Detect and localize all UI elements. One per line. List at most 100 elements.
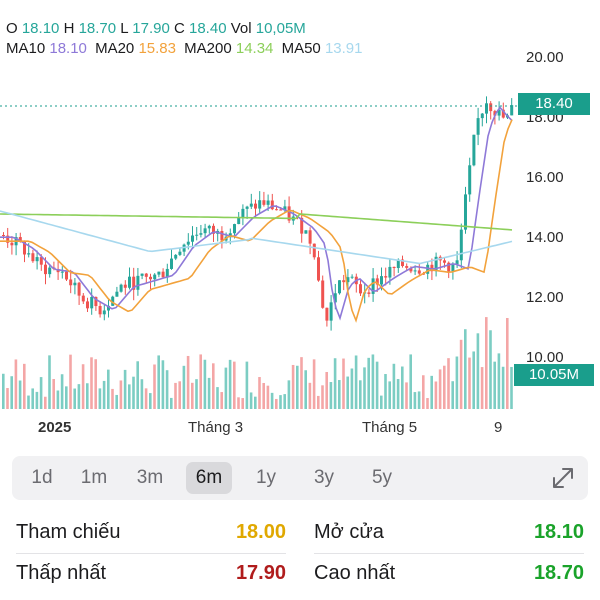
volume-bar (81, 364, 85, 409)
candle-body (359, 284, 362, 294)
candle-body (157, 271, 161, 275)
volume-bar (283, 394, 286, 409)
volume-bar (451, 381, 454, 409)
candle-body (69, 279, 73, 286)
volume-bar (191, 382, 194, 409)
volume-bar (10, 376, 13, 409)
candle-body (384, 276, 388, 278)
candle-body (409, 267, 413, 272)
volume-bar (86, 383, 89, 409)
ma20-value: 15.83 (138, 40, 176, 57)
candle-body (510, 105, 514, 116)
volume-bar (300, 357, 303, 409)
volume-bar (237, 397, 240, 409)
volume-bar (149, 393, 152, 409)
candle-body (476, 118, 480, 135)
y-tick-label: 10.00 (526, 349, 564, 366)
volume-bar (363, 367, 366, 409)
candle-body (443, 260, 446, 263)
candle-body (283, 206, 287, 211)
candle-body (489, 103, 493, 112)
stat-value: 18.00 (235, 521, 286, 543)
range-tab-1d[interactable]: 1d (31, 467, 53, 488)
range-tab-3y[interactable]: 3y (313, 467, 335, 488)
candle-body (178, 251, 182, 255)
candle-body (35, 257, 39, 262)
volume-bar (178, 381, 181, 409)
divider (16, 553, 286, 554)
candle-body (430, 264, 434, 272)
volume-bar (296, 365, 299, 409)
volume-bar (392, 363, 396, 409)
volume-bar (18, 380, 22, 409)
candle-body (417, 270, 421, 274)
ma10-line (0, 106, 513, 321)
close-value: 18.40 (189, 20, 227, 37)
candle-body (270, 200, 274, 210)
volume-bar (157, 355, 160, 409)
range-tab-3m[interactable]: 3m (136, 467, 164, 488)
candle-body (195, 234, 199, 236)
candle-body (396, 259, 400, 269)
volume-bar (359, 380, 362, 409)
volume-bar (52, 379, 55, 409)
candle-body (237, 217, 241, 225)
candle-body (111, 296, 115, 306)
candle-body (102, 310, 106, 315)
volume-bar (14, 359, 18, 409)
candle-body (338, 280, 341, 294)
last-price-badge: 18.40 (518, 93, 590, 115)
volume-bar (48, 355, 51, 409)
candle-body (191, 235, 194, 242)
range-tab-6m[interactable]: 6m (186, 462, 232, 494)
volume-bar (329, 382, 333, 409)
ma10-value: 18.10 (49, 40, 87, 57)
y-tick-label: 14.00 (526, 229, 564, 246)
range-tab-1m[interactable]: 1m (80, 467, 108, 488)
candle-body (480, 113, 484, 119)
volume-bar (422, 375, 425, 409)
volume-bar (165, 370, 169, 409)
range-tab-5y[interactable]: 5y (371, 467, 393, 488)
volume-bar (102, 380, 106, 409)
stat-value: 17.90 (235, 562, 286, 584)
volume-bar (350, 368, 354, 409)
range-tab-1y[interactable]: 1y (255, 467, 277, 488)
volume-bar (438, 369, 442, 409)
volume-bar (170, 397, 173, 409)
volume-bar (115, 394, 118, 409)
candle-body (149, 276, 152, 280)
candle-body (241, 208, 245, 218)
ma10-label: MA10 (6, 40, 46, 57)
candle-body (350, 276, 354, 278)
candle-body (468, 165, 472, 195)
candle-body (153, 274, 157, 280)
price-chart[interactable] (0, 0, 600, 445)
candle-body (451, 264, 455, 272)
volume-bar (203, 359, 207, 409)
x-tick-label: Tháng 3 (188, 419, 244, 436)
candle-body (279, 209, 283, 211)
volume-bar (325, 371, 328, 409)
volume-bar (90, 357, 93, 409)
volume-bar (380, 395, 383, 409)
candle-body (317, 257, 320, 281)
x-tick-label: Tháng 5 (362, 419, 418, 436)
volume-bar (56, 390, 60, 409)
volume-bar (27, 395, 30, 409)
volume-bar (396, 379, 400, 409)
candle-body (485, 103, 488, 114)
candle-body (287, 206, 291, 221)
volume-bar (119, 380, 123, 409)
candle-body (258, 200, 262, 209)
candle-body (212, 225, 215, 234)
stat-value: 18.10 (533, 521, 584, 543)
volume-bar (182, 365, 186, 409)
volume-bar (430, 375, 433, 409)
candle-body (380, 276, 383, 285)
volume-bar (464, 329, 467, 409)
candle-body (23, 241, 26, 255)
volume-bar (275, 398, 278, 409)
expand-icon[interactable] (550, 465, 576, 491)
volume-bar (216, 387, 219, 409)
